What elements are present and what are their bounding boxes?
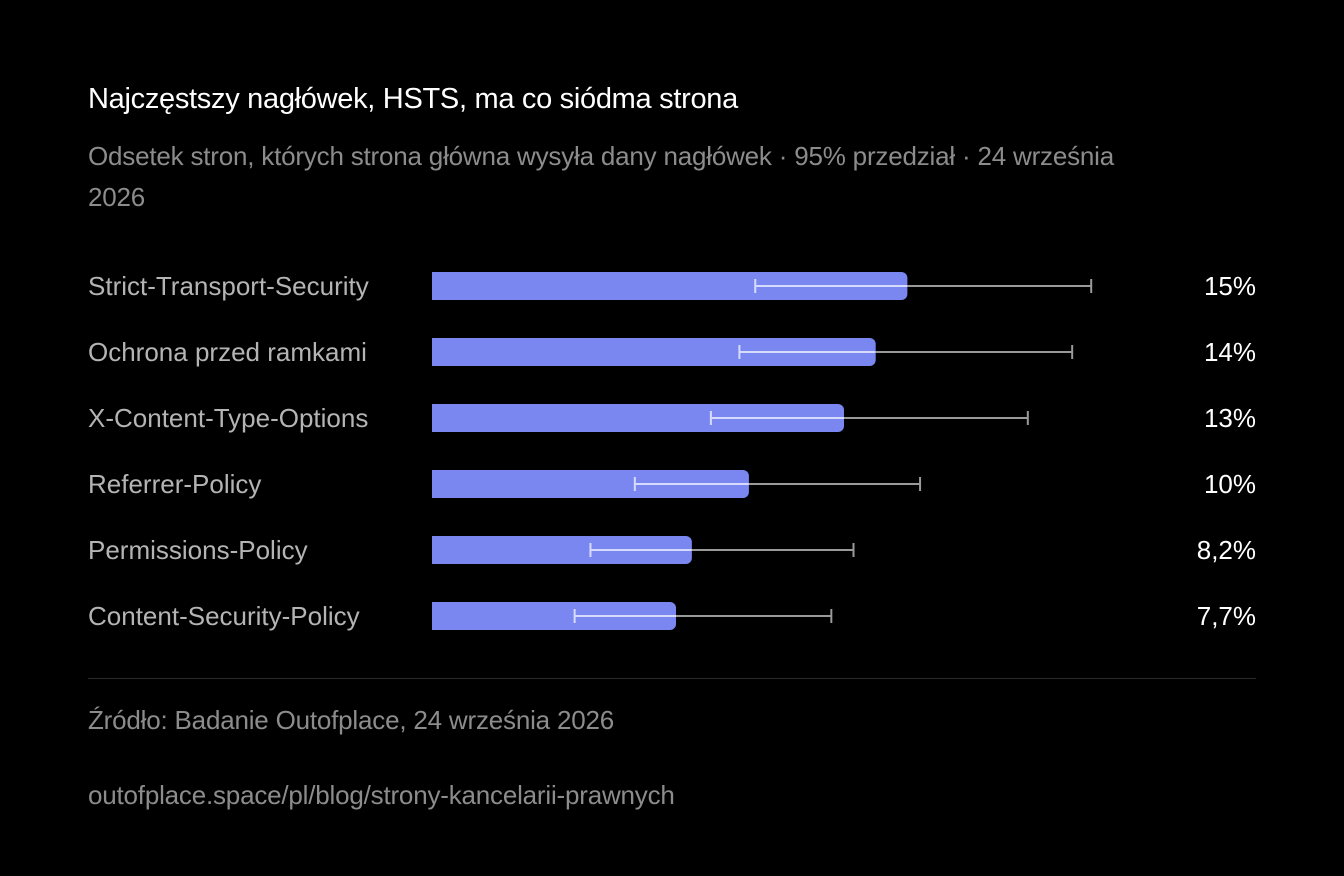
chart-title: Najczęstszy nagłówek, HSTS, ma co siódma…: [88, 83, 738, 115]
bar-left-edge: [432, 404, 440, 432]
category-label: X-Content-Type-Options: [88, 403, 368, 433]
divider: [88, 678, 1256, 679]
bar-left-edge: [432, 470, 440, 498]
bar-left-edge: [432, 602, 440, 630]
bar: [432, 338, 876, 366]
category-label: Strict-Transport-Security: [88, 271, 369, 301]
value-label: 15%: [1204, 271, 1256, 301]
category-label: Permissions-Policy: [88, 535, 308, 565]
value-label: 7,7%: [1197, 601, 1256, 631]
bar-left-edge: [432, 272, 440, 300]
bar: [432, 404, 844, 432]
source-url: outofplace.space/pl/blog/strony-kancelar…: [88, 780, 675, 810]
value-label: 14%: [1204, 337, 1256, 367]
bar: [432, 536, 692, 564]
value-label: 13%: [1204, 403, 1256, 433]
value-label: 10%: [1204, 469, 1256, 499]
source-note: Źródło: Badanie Outofplace, 24 września …: [88, 705, 614, 735]
category-label: Referrer-Policy: [88, 469, 261, 499]
bar-left-edge: [432, 338, 440, 366]
bar-left-edge: [432, 536, 440, 564]
value-label: 8,2%: [1197, 535, 1256, 565]
bar: [432, 272, 908, 300]
chart-subtitle: Odsetek stron, których strona główna wys…: [88, 141, 1114, 212]
category-label: Content-Security-Policy: [88, 601, 360, 631]
bar: [432, 470, 749, 498]
bar: [432, 602, 677, 630]
category-label: Ochrona przed ramkami: [88, 337, 367, 367]
bar-chart: Strict-Transport-Security 15% Ochrona prze…: [88, 271, 1256, 631]
